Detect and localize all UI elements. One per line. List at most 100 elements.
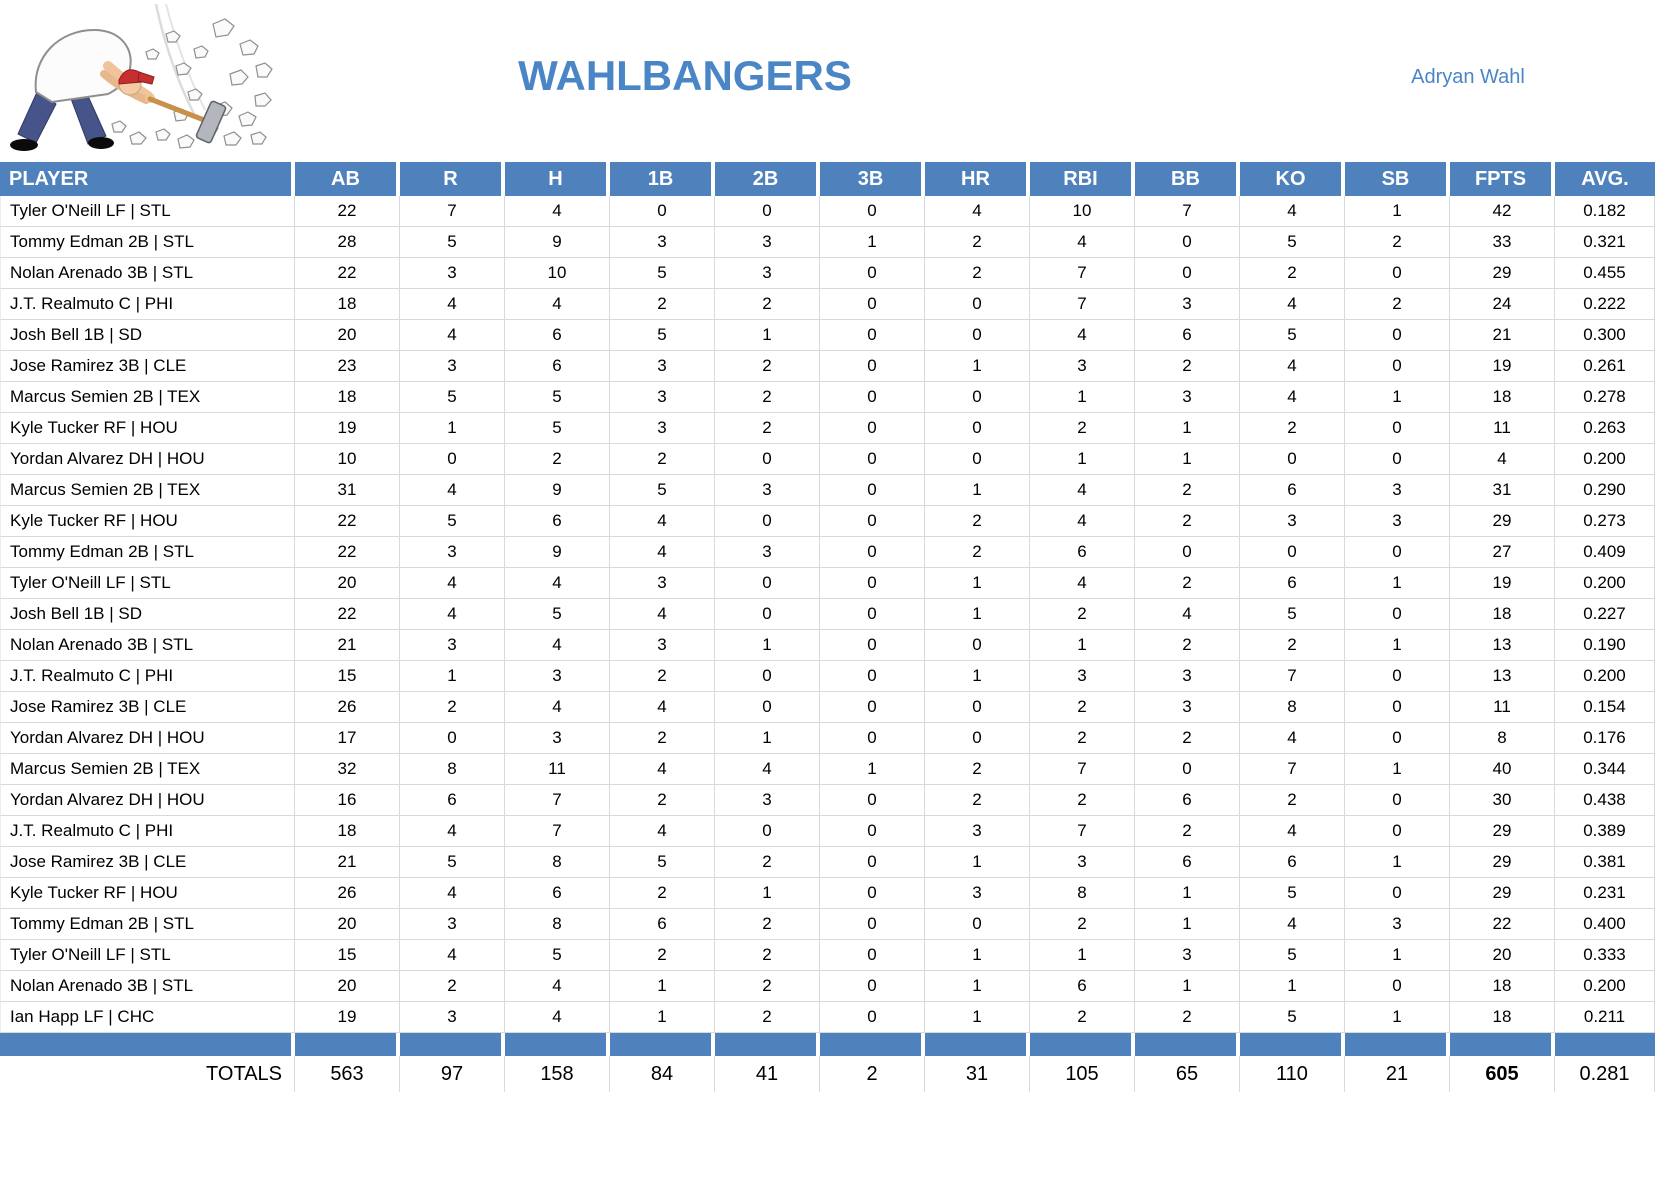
stat-cell[interactable]: 1 [820,227,925,258]
stat-cell[interactable]: 0.381 [1555,847,1655,878]
stat-cell[interactable]: 4 [400,475,505,506]
stat-cell[interactable]: 18 [1450,382,1555,413]
stat-cell[interactable]: 3 [400,630,505,661]
total-cell[interactable]: 158 [505,1056,610,1092]
player-cell[interactable]: Nolan Arenado 3B | STL [0,971,295,1002]
stat-cell[interactable]: 0 [715,506,820,537]
stat-cell[interactable]: 2 [1030,599,1135,630]
stat-cell[interactable]: 11 [1450,692,1555,723]
stat-cell[interactable]: 22 [295,506,400,537]
stat-cell[interactable]: 1 [1030,630,1135,661]
stat-cell[interactable]: 0 [820,444,925,475]
stat-cell[interactable]: 1 [1135,971,1240,1002]
stat-cell[interactable]: 22 [295,599,400,630]
stat-cell[interactable]: 2 [1135,816,1240,847]
stat-cell[interactable]: 16 [295,785,400,816]
stat-cell[interactable]: 3 [1030,847,1135,878]
stat-cell[interactable]: 11 [1450,413,1555,444]
stat-cell[interactable]: 2 [1345,227,1450,258]
stat-cell[interactable]: 0 [820,940,925,971]
stat-cell[interactable]: 0 [715,661,820,692]
stat-cell[interactable]: 22 [295,537,400,568]
stat-cell[interactable]: 0 [1345,444,1450,475]
stat-cell[interactable]: 0.154 [1555,692,1655,723]
stat-cell[interactable]: 4 [1240,909,1345,940]
stat-cell[interactable]: 5 [400,227,505,258]
stat-cell[interactable]: 18 [1450,599,1555,630]
stat-cell[interactable]: 0 [1345,413,1450,444]
stat-cell[interactable]: 0 [715,816,820,847]
stat-cell[interactable]: 3 [1030,351,1135,382]
stat-cell[interactable]: 2 [1030,785,1135,816]
stat-cell[interactable]: 3 [1135,940,1240,971]
stat-cell[interactable]: 1 [1030,940,1135,971]
stat-cell[interactable]: 4 [610,692,715,723]
stat-cell[interactable]: 1 [925,661,1030,692]
stat-cell[interactable]: 3 [1135,289,1240,320]
stat-cell[interactable]: 42 [1450,196,1555,227]
stat-cell[interactable]: 27 [1450,537,1555,568]
stat-cell[interactable]: 4 [505,692,610,723]
stat-cell[interactable]: 1 [610,1002,715,1033]
stat-cell[interactable]: 0 [1345,351,1450,382]
stat-cell[interactable]: 4 [1240,816,1345,847]
column-header-ko[interactable]: KO [1240,162,1345,196]
stat-cell[interactable]: 11 [505,754,610,785]
stat-cell[interactable]: 2 [1030,723,1135,754]
stat-cell[interactable]: 7 [1030,754,1135,785]
stat-cell[interactable]: 1 [925,971,1030,1002]
stat-cell[interactable]: 3 [400,537,505,568]
player-cell[interactable]: Tyler O'Neill LF | STL [0,940,295,971]
stat-cell[interactable]: 1 [400,413,505,444]
stat-cell[interactable]: 2 [715,847,820,878]
stat-cell[interactable]: 20 [295,320,400,351]
stat-cell[interactable]: 0 [925,723,1030,754]
stat-cell[interactable]: 22 [295,196,400,227]
stat-cell[interactable]: 2 [610,878,715,909]
stat-cell[interactable]: 0 [820,537,925,568]
stat-cell[interactable]: 0 [1240,444,1345,475]
stat-cell[interactable]: 0.231 [1555,878,1655,909]
player-cell[interactable]: Tommy Edman 2B | STL [0,909,295,940]
stat-cell[interactable]: 0.263 [1555,413,1655,444]
stat-cell[interactable]: 3 [505,661,610,692]
stat-cell[interactable]: 2 [1030,692,1135,723]
stat-cell[interactable]: 0 [715,568,820,599]
stat-cell[interactable]: 6 [1030,971,1135,1002]
stat-cell[interactable]: 29 [1450,258,1555,289]
stat-cell[interactable]: 0.290 [1555,475,1655,506]
stat-cell[interactable]: 1 [1345,754,1450,785]
column-header-hr[interactable]: HR [925,162,1030,196]
stat-cell[interactable]: 1 [1345,847,1450,878]
stat-cell[interactable]: 3 [610,382,715,413]
stat-cell[interactable]: 4 [1240,723,1345,754]
stat-cell[interactable]: 1 [1345,940,1450,971]
stat-cell[interactable]: 26 [295,692,400,723]
stat-cell[interactable]: 10 [505,258,610,289]
stat-cell[interactable]: 13 [1450,661,1555,692]
stat-cell[interactable]: 3 [400,351,505,382]
stat-cell[interactable]: 6 [400,785,505,816]
stat-cell[interactable]: 0.278 [1555,382,1655,413]
stat-cell[interactable]: 2 [610,940,715,971]
stat-cell[interactable]: 3 [1135,661,1240,692]
stat-cell[interactable]: 4 [400,289,505,320]
stat-cell[interactable]: 1 [820,754,925,785]
stat-cell[interactable]: 1 [400,661,505,692]
stat-cell[interactable]: 6 [505,351,610,382]
stat-cell[interactable]: 29 [1450,506,1555,537]
stat-cell[interactable]: 0 [925,692,1030,723]
stat-cell[interactable]: 1 [1345,196,1450,227]
stat-cell[interactable]: 22 [295,258,400,289]
stat-cell[interactable]: 20 [295,909,400,940]
stat-cell[interactable]: 8 [400,754,505,785]
stat-cell[interactable]: 6 [1135,785,1240,816]
stat-cell[interactable]: 18 [1450,1002,1555,1033]
column-header-rbi[interactable]: RBI [1030,162,1135,196]
player-cell[interactable]: Kyle Tucker RF | HOU [0,878,295,909]
stat-cell[interactable]: 2 [1030,1002,1135,1033]
column-header-fpts[interactable]: FPTS [1450,162,1555,196]
stat-cell[interactable]: 9 [505,475,610,506]
stat-cell[interactable]: 24 [1450,289,1555,320]
stat-cell[interactable]: 18 [295,289,400,320]
